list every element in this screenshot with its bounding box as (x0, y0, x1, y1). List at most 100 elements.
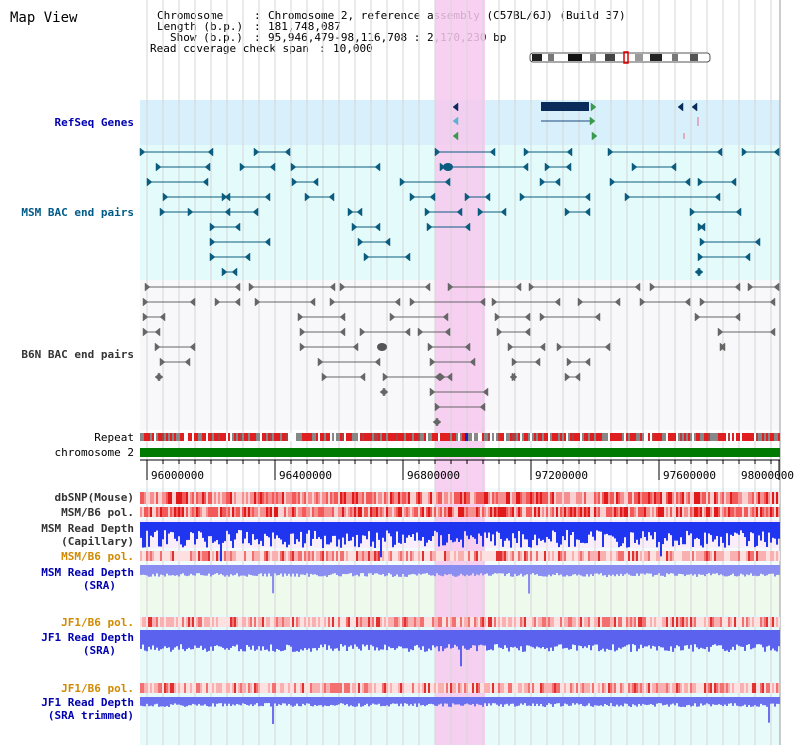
msm-b6-pol-orange-cell (752, 551, 754, 561)
jf1-b6-pol-cell (650, 617, 652, 627)
repeat-segment (148, 433, 150, 441)
jf1-depth-bar (694, 630, 696, 645)
msm-b6-pol-orange-cell (328, 551, 330, 561)
jf1-b6-pol-2-cell (214, 683, 216, 693)
msm-b6-pol-orange-cell (460, 551, 462, 561)
jf1-b6-pol-2-cell (590, 683, 592, 693)
msm-bac-pair-end (384, 237, 391, 247)
jf1-depth-bar (378, 630, 380, 651)
msm-b6-pol-cell (328, 507, 330, 517)
jf1-trimmed-depth-bar (692, 697, 694, 706)
msm-sra-depth-bar (368, 565, 370, 574)
jf1-b6-pol-2-cell (316, 683, 318, 693)
jf1-b6-pol-2-cell (346, 683, 348, 693)
repeat-segment (174, 433, 176, 441)
msm-capillary-depth-bar (770, 522, 772, 543)
jf1-depth-bar (164, 630, 166, 647)
jf1-b6-pol-2-cell (744, 683, 746, 693)
jf1-depth-bar (716, 630, 718, 646)
repeat-segment (280, 433, 282, 441)
repeat-segment (378, 433, 380, 441)
jf1-depth-bar (290, 630, 292, 647)
msm-b6-pol-cell (390, 507, 392, 517)
msm-sra-depth-bar (230, 565, 232, 575)
jf1-b6-pol-cell (236, 617, 238, 627)
repeat-segment (168, 433, 170, 441)
jf1-depth-bar (752, 630, 754, 649)
jf1-b6-pol-cell (722, 617, 724, 627)
jf1-b6-pol-2-cell (544, 683, 546, 693)
track-label-jf1-b6-pol[interactable]: JF1/B6 pol. (61, 616, 134, 629)
jf1-b6-pol-2-cell (676, 683, 678, 693)
jf1-trimmed-depth-bar (154, 697, 156, 705)
jf1-trimmed-depth-bar (342, 697, 344, 704)
jf1-depth-bar (616, 630, 618, 651)
jf1-trimmed-depth-bar (346, 697, 348, 705)
msm-capillary-depth-bar (326, 522, 328, 545)
track-label-b6n-bac[interactable]: B6N BAC end pairs (21, 348, 134, 361)
msm-b6-pol-cell (316, 507, 318, 517)
msm-b6-pol-cell (344, 507, 346, 517)
jf1-depth-bar (450, 630, 452, 649)
jf1-b6-pol-2-cell (252, 683, 254, 693)
msm-b6-pol-cell (308, 507, 310, 517)
jf1-trimmed-depth-bar (498, 697, 500, 707)
msm-b6-pol-orange-cell (542, 551, 544, 561)
jf1-trimmed-depth-bar (548, 697, 550, 704)
msm-b6-pol-orange-cell (284, 551, 286, 561)
track-label-msm-bac[interactable]: MSM BAC end pairs (21, 206, 134, 219)
jf1-b6-pol-cell (380, 617, 382, 627)
track-label-msm-depth-sra[interactable]: MSM Read Depth (41, 566, 134, 579)
jf1-b6-pol-2-cell (576, 683, 578, 693)
msm-capillary-depth-bar (222, 522, 224, 543)
track-label-msm-b6-pol-orange[interactable]: MSM/B6 pol. (61, 550, 134, 563)
msm-capillary-depth-bar (354, 522, 356, 547)
jf1-b6-pol-cell (598, 617, 600, 627)
msm-b6-pol-orange-cell (736, 551, 738, 561)
msm-sra-depth-bar (392, 565, 394, 577)
msm-sra-depth-bar (212, 565, 214, 575)
jf1-depth-bar (200, 630, 202, 646)
msm-b6-pol-orange-cell (396, 551, 398, 561)
repeat-segment (524, 433, 526, 441)
msm-sra-depth-bar (412, 565, 414, 574)
msm-capillary-depth-bar (346, 522, 348, 534)
jf1-b6-pol-2-cell (734, 683, 736, 693)
jf1-b6-pol-cell (318, 617, 320, 627)
jf1-depth-bar (208, 630, 210, 651)
msm-capillary-depth-bar (428, 522, 430, 540)
repeat-segment (364, 433, 366, 441)
jf1-b6-pol-2-cell (504, 683, 506, 693)
track-label-jf1-depth[interactable]: JF1 Read Depth (41, 631, 134, 644)
msm-b6-pol-cell (222, 507, 224, 517)
track-label-jf1-b6-pol-2[interactable]: JF1/B6 pol. (61, 682, 134, 695)
repeat-segment (540, 433, 542, 441)
jf1-trimmed-depth-bar (678, 697, 680, 707)
track-label-msm-depth-capillary[interactable]: MSM Read Depth (41, 522, 134, 535)
repeat-segment (244, 433, 246, 441)
b6n-bac-pair-end (479, 402, 486, 412)
jf1-b6-pol-cell (198, 617, 200, 627)
dbsnp-cell (182, 492, 184, 504)
msm-capillary-depth-bar (140, 522, 142, 538)
msm-b6-pol-orange-cell (560, 551, 562, 561)
track-label-msm-b6-pol[interactable]: MSM/B6 pol. (61, 506, 134, 519)
msm-capillary-depth-bar (278, 522, 280, 538)
msm-b6-pol-cell (144, 507, 146, 517)
jf1-trimmed-depth-bar (482, 697, 484, 707)
track-label-jf1-depth-trimmed[interactable]: JF1 Read Depth (41, 696, 134, 709)
track-label-dbsnp[interactable]: dbSNP(Mouse) (54, 491, 134, 504)
msm-sra-depth-bar (272, 565, 274, 594)
msm-b6-pol-cell (216, 507, 218, 517)
jf1-b6-pol-2-cell (548, 683, 550, 693)
msm-sra-depth-bar (704, 565, 706, 577)
jf1-b6-pol-2-cell (476, 683, 478, 693)
repeat-segment (650, 433, 652, 441)
dbsnp-cell (310, 492, 312, 504)
jf1-b6-pol-2-cell (528, 683, 530, 693)
msm-sra-depth-bar (514, 565, 516, 574)
track-label-refseq[interactable]: RefSeq Genes (54, 116, 134, 129)
jf1-b6-pol-cell (454, 617, 456, 627)
msm-sra-depth-bar (170, 565, 172, 576)
